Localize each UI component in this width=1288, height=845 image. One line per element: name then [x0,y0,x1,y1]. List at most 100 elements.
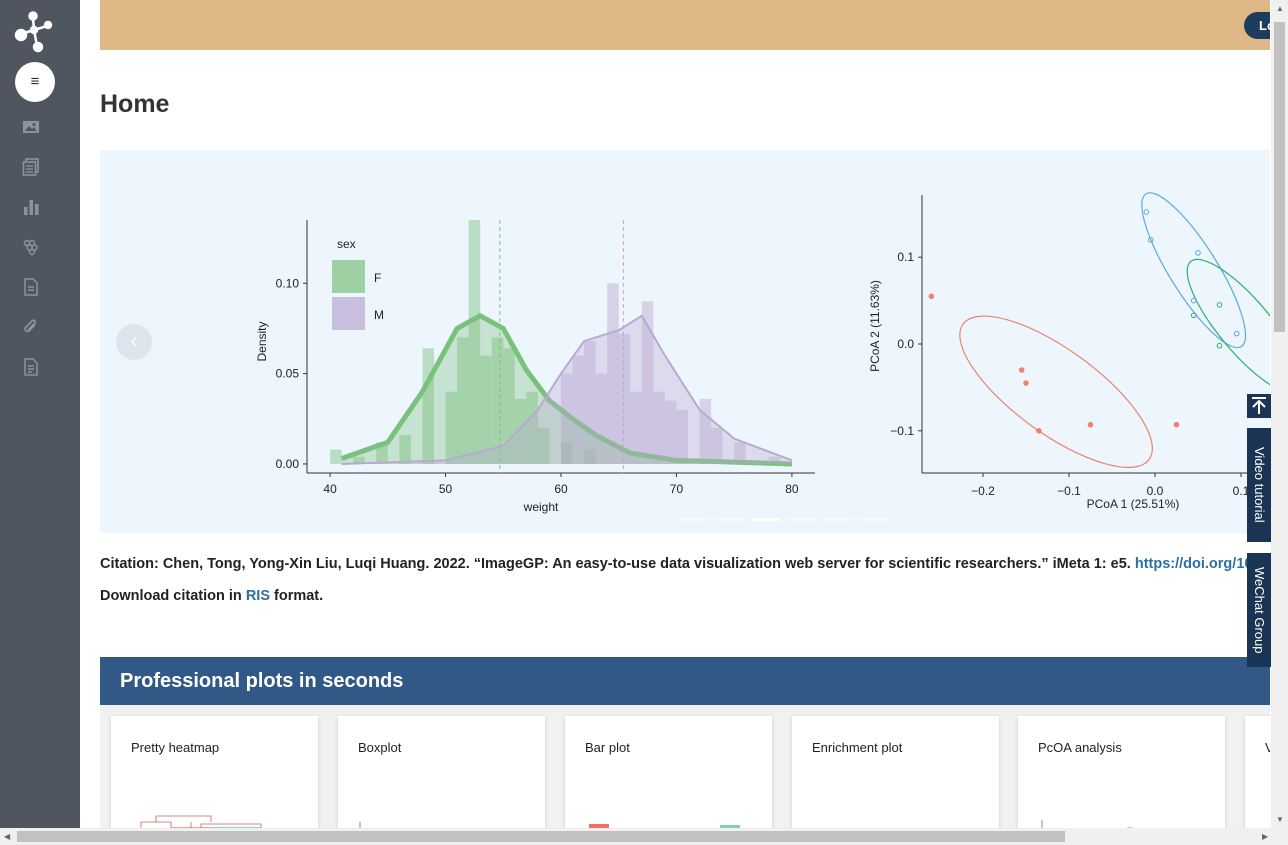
scroll-down-icon[interactable]: ▼ [1276,815,1284,824]
pcoa-x-tick-label: −0.2 [971,484,995,498]
carousel-indicator[interactable] [716,518,744,521]
download-citation: Download citation in RIS format. [100,588,323,604]
arrow-up-icon [1252,397,1266,414]
nav-bar-chart-icon[interactable] [22,198,42,218]
pcoa-ellipse-group3 [1186,258,1270,395]
histogram-bar-M [653,391,665,464]
pcoa-x-tick-label: 0.0 [1147,484,1164,498]
y-tick-label: 0.00 [276,457,300,471]
plot-cards: Pretty heatmap Boxplot Bar plot Enrichme… [100,705,1270,845]
histogram-bar-F [480,355,492,464]
menu-toggle-button[interactable]: ≡ [15,62,55,102]
histogram-bar-M [664,400,677,464]
logo-icon[interactable] [13,10,53,54]
pcoa-ellipse-group2 [1141,192,1247,349]
pcoa-point-group1 [1036,428,1042,434]
pcoa-point-group1 [928,293,935,300]
scroll-left-icon[interactable]: ◀ [4,832,11,841]
y-tick-label: 0.10 [276,276,300,290]
histogram-bar-F [491,337,504,464]
histogram-bar-F [537,427,550,464]
citation-doi-link[interactable]: https://doi.org/10.1002/imt2.5 [1134,556,1260,572]
x-tick-label: 70 [670,482,684,496]
card-title: Bar plot [585,740,630,755]
nav-documents-icon[interactable] [22,158,42,178]
x-tick-label: 40 [323,482,337,496]
histogram-bar-M [561,373,573,464]
page-title: Home [100,90,170,118]
back-to-top-button[interactable] [1247,394,1271,418]
card-bar-plot[interactable]: Bar plot [565,716,772,845]
card-enrichment-plot[interactable]: Enrichment plot [792,716,999,845]
histogram-bar-M [595,373,608,464]
histogram-bar-F [445,391,458,464]
card-title: V [1265,740,1270,755]
histogram-bar-F [514,398,527,464]
histogram-bar-F [457,337,469,464]
pcoa-y-axis-label: PCoA 2 (11.63%) [868,280,882,372]
card-pretty-heatmap[interactable]: Pretty heatmap [111,716,318,845]
scroll-right-icon[interactable]: ▶ [1262,832,1269,841]
pcoa-point-group1 [1018,367,1025,373]
pcoa-point-group3 [1216,302,1223,308]
nav-paperclip-icon[interactable] [22,318,42,338]
pcoa-x-tick-label: 0.1 [1233,484,1250,498]
carousel-indicator-active[interactable] [752,518,780,521]
nav-file-icon[interactable] [22,278,42,298]
pcoa-y-tick-label: 0.0 [897,337,914,351]
login-button[interactable]: Lo [1244,12,1270,39]
histogram-bar-F [330,449,342,464]
video-tutorial-tab[interactable]: Video tutorial [1247,428,1271,542]
x-tick-label: 50 [439,482,453,496]
sidebar: ≡ [0,0,80,845]
carousel-indicator[interactable] [860,518,888,521]
legend-label-M: M [374,308,384,322]
card-partial[interactable]: V [1245,716,1270,845]
main-content: Lo Home 40 50 60 70 80 0.00 0.05 0.10 weight Dens… [80,0,1270,845]
x-axis-label: weight [523,500,559,514]
histogram-bar-M [641,301,654,464]
carousel-indicator[interactable] [680,518,708,521]
pcoa-point-group2 [1147,237,1154,243]
carousel-plots: 40 50 60 70 80 0.00 0.05 0.10 weight Density sex F M… [255,192,1270,514]
card-title: Enrichment plot [812,740,903,755]
histogram-bar-F [561,442,573,464]
histogram-bar-F [353,456,365,464]
histogram-bar-F [422,348,434,464]
legend-swatch-F [332,260,365,293]
histogram-bar-M [572,355,585,464]
scroll-up-icon[interactable]: ▲ [1276,4,1284,13]
vertical-scrollbar[interactable]: ▲ ▼ [1271,0,1288,828]
carousel-indicators [680,518,888,521]
pcoa-point-group2 [1233,330,1240,337]
histogram-bar-M [630,391,642,464]
histogram-bar-M [584,341,596,464]
pcoa-point-group3 [1216,342,1223,349]
histogram-bar-F [503,348,515,464]
histogram-bar-F [584,449,596,464]
nav-image-icon[interactable] [22,118,42,138]
citation-text: Citation: Chen, Tong, Yong-Xin Liu, Luqi… [100,556,1260,572]
pcoa-point-group2 [1190,297,1197,304]
nav-grapes-icon[interactable] [22,238,42,258]
carousel-indicator[interactable] [788,518,816,521]
pcoa-y-tick-label: −0.1 [890,424,914,438]
top-banner [100,0,1270,50]
histogram-bar-M [711,427,723,464]
horizontal-scroll-thumb[interactable] [17,831,1065,842]
histogram-bar-M [768,456,781,464]
card-boxplot[interactable]: Boxplot [338,716,545,845]
download-prefix: Download citation in [100,588,246,604]
vertical-scroll-thumb[interactable] [1274,22,1285,332]
horizontal-scrollbar[interactable]: ◀ ▶ [0,828,1288,845]
carousel-indicator[interactable] [824,518,852,521]
card-pcoa-analysis[interactable]: PcOA analysis [1018,716,1225,845]
nav-document-icon[interactable] [22,358,42,378]
ris-link[interactable]: RIS [245,588,270,604]
x-tick-label: 80 [785,482,799,496]
wechat-group-tab[interactable]: WeChat Group [1247,553,1271,667]
carousel-prev-button[interactable]: ‹ [116,324,152,360]
pcoa-point-group3 [1190,312,1197,319]
citation-prefix: Citation: Chen, Tong, Yong-Xin Liu, Luqi… [100,556,1135,572]
x-tick-label: 60 [554,482,568,496]
